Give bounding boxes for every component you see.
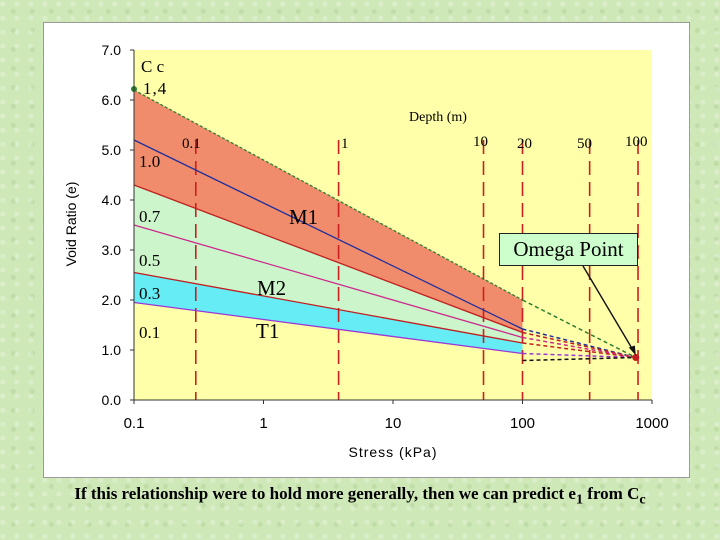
cc-label: 0.3 bbox=[139, 284, 160, 303]
cc-label: 1.0 bbox=[139, 152, 160, 171]
depth-label: 0.1 bbox=[182, 136, 201, 152]
caption: If this relationship were to hold more g… bbox=[0, 484, 720, 508]
y-tick-label: 4.0 bbox=[102, 192, 122, 208]
depth-label: 1 bbox=[341, 136, 349, 152]
y-tick-label: 2.0 bbox=[102, 292, 122, 308]
caption-lead: If this relationship were to hold more g… bbox=[74, 484, 576, 503]
series-line-cc-0.7 bbox=[133, 184, 523, 334]
caption-mid: from C bbox=[583, 484, 640, 503]
region-label-m1: M1 bbox=[289, 205, 318, 229]
depth-label: 100 bbox=[625, 134, 648, 150]
depth-label: 10 bbox=[473, 134, 488, 150]
omega-arrowhead bbox=[628, 345, 636, 356]
extension-cc-0.1 bbox=[522, 352, 636, 359]
cc-label: 0.1 bbox=[139, 323, 160, 342]
y-tick-label: 6.0 bbox=[102, 92, 122, 108]
extension-cc-1.4 bbox=[522, 299, 637, 359]
x-tick-label: 100 bbox=[510, 415, 535, 432]
cc-label-1-4: 1,4 bbox=[143, 79, 167, 98]
depth-label: 20 bbox=[517, 136, 532, 152]
series-line-cc-0.1 bbox=[133, 301, 523, 355]
x-axis-label: Stress (kPa) bbox=[348, 444, 437, 460]
cc-label: 0.7 bbox=[139, 207, 161, 226]
region-label-m2: M2 bbox=[257, 276, 286, 300]
x-tick-label: 10 bbox=[385, 415, 402, 432]
caption-sub-c: c bbox=[639, 491, 646, 508]
cc-header: C c bbox=[141, 57, 165, 76]
caption-sub-e: 1 bbox=[575, 491, 584, 508]
extension-cc-0.3 bbox=[522, 342, 636, 359]
depth-header: Depth (m) bbox=[409, 110, 467, 125]
x-tick-label: 1000 bbox=[635, 415, 668, 432]
y-tick-label: 0.0 bbox=[102, 392, 122, 408]
series-line-cc-1.4 bbox=[133, 89, 523, 301]
region-label-t1: T1 bbox=[256, 319, 279, 343]
series-line-cc-0.5 bbox=[133, 224, 523, 339]
series-line-cc-1.0 bbox=[133, 139, 523, 330]
y-tick-label: 1.0 bbox=[102, 342, 122, 358]
y-tick-label: 7.0 bbox=[102, 42, 122, 58]
omega-arrow bbox=[582, 265, 635, 352]
y-tick-label: 5.0 bbox=[102, 142, 122, 158]
y-tick-label: 3.0 bbox=[102, 242, 122, 258]
extension-cc-0.7 bbox=[522, 331, 636, 359]
x-tick-label: 0.1 bbox=[124, 415, 145, 432]
extension-cc-1.0 bbox=[522, 328, 637, 359]
region-m1 bbox=[134, 90, 523, 333]
x-tick-label: 1 bbox=[259, 415, 267, 432]
depth-label: 50 bbox=[577, 136, 592, 152]
extension-cc-0.5 bbox=[522, 336, 636, 359]
series-line-cc-0.3 bbox=[133, 271, 523, 344]
y-axis-label: Void Ratio (e) bbox=[63, 182, 79, 267]
region-t1 bbox=[134, 272, 523, 354]
region-m2 bbox=[134, 185, 523, 343]
omega-point-label: Omega Point bbox=[499, 233, 638, 266]
extension-base bbox=[522, 356, 636, 362]
omega-point-marker bbox=[632, 354, 640, 361]
cc-label: 0.5 bbox=[139, 251, 160, 270]
